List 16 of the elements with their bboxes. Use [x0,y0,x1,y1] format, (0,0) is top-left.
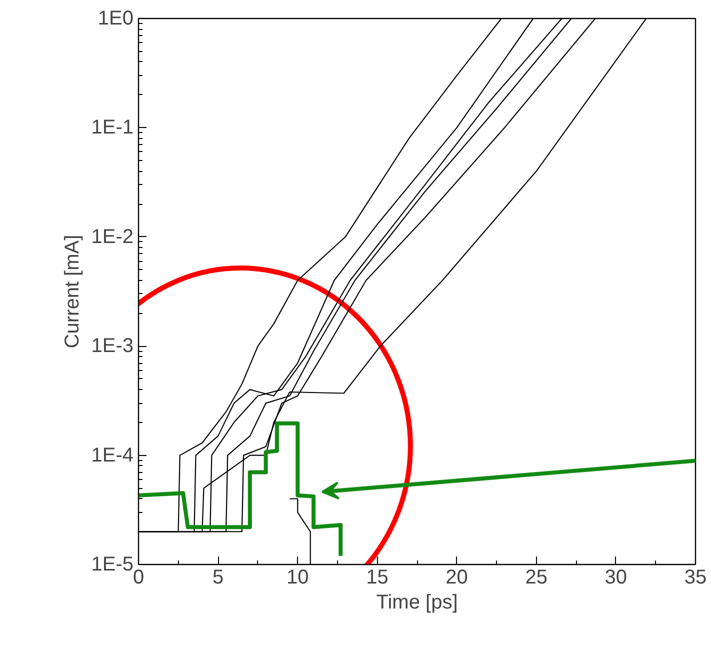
y-tick-label: 1E-5 [91,554,134,576]
y-tick-label: 1E-2 [91,226,134,248]
y-axis-title: Current [mA] [61,234,84,348]
y-tick-label: 1E-4 [91,444,134,466]
x-tick-label: 35 [684,566,707,588]
x-tick-label: 25 [525,566,548,588]
y-tick-label: 1E0 [98,8,134,30]
x-tick-label: 15 [366,566,388,588]
x-tick-label: 30 [604,566,628,588]
y-tick-label: 1E-1 [91,116,134,139]
x-tick-label: 5 [212,566,224,588]
y-tick-label: 1E-3 [91,335,134,358]
x-tick-label: 0 [132,566,144,588]
x-tick-label: 20 [446,566,468,588]
x-axis-title: Time [ps] [376,592,458,614]
x-tick-label: 10 [286,566,309,588]
